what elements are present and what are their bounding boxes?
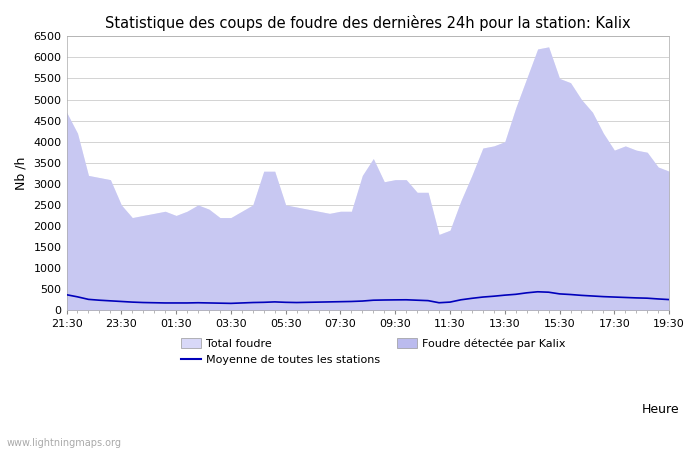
- Y-axis label: Nb /h: Nb /h: [15, 157, 28, 190]
- Legend: Total foudre, Moyenne de toutes les stations, Foudre détectée par Kalix: Total foudre, Moyenne de toutes les stat…: [181, 338, 566, 365]
- Text: Heure: Heure: [641, 403, 679, 416]
- Title: Statistique des coups de foudre des dernières 24h pour la station: Kalix: Statistique des coups de foudre des dern…: [105, 15, 631, 31]
- Text: www.lightningmaps.org: www.lightningmaps.org: [7, 438, 122, 448]
